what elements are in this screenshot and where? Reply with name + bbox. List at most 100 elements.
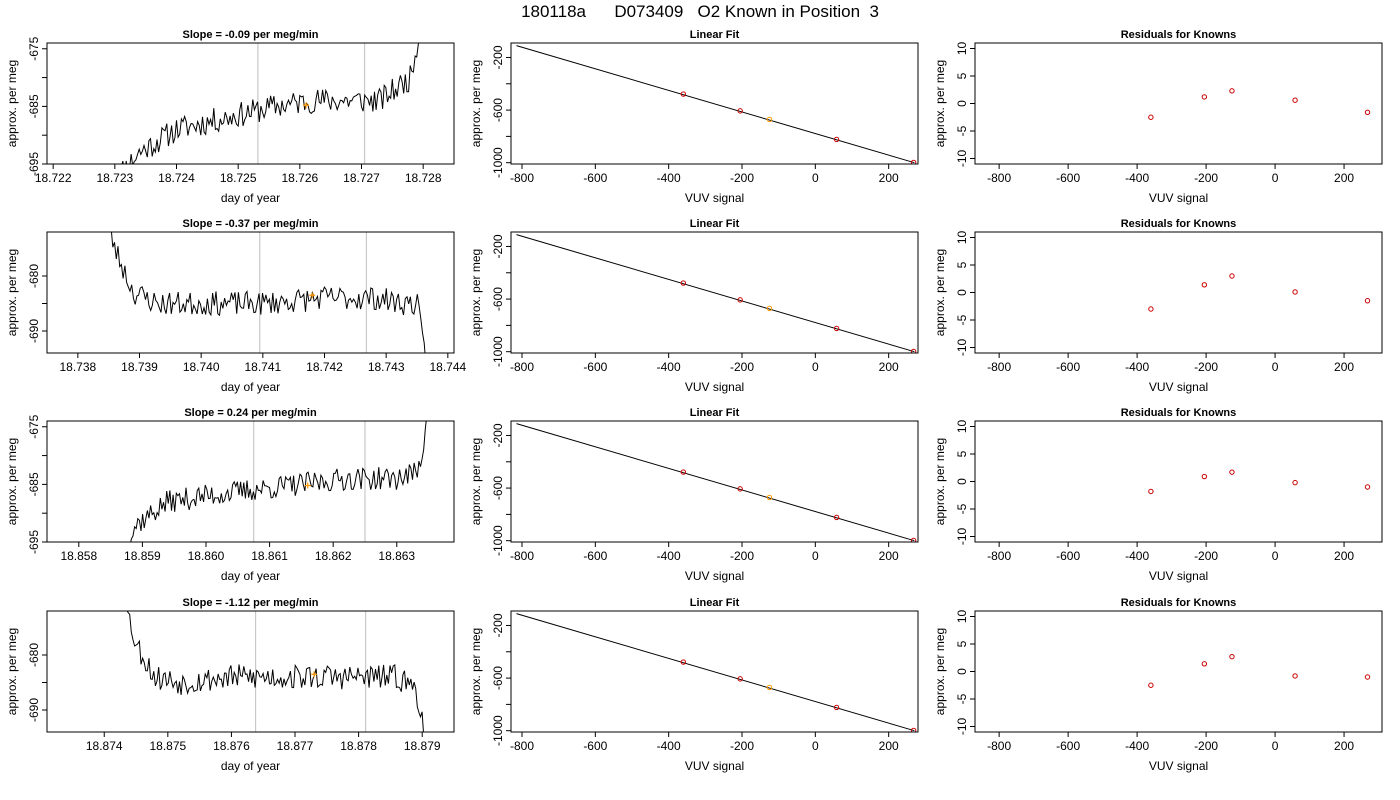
y-tick-label: 5 bbox=[955, 450, 969, 457]
plot-frame bbox=[46, 231, 455, 354]
panel-title: Slope = 0.24 per meg/min bbox=[184, 407, 317, 419]
x-axis-label: day of year bbox=[221, 759, 280, 773]
panel-title: Residuals for Knowns bbox=[1121, 218, 1237, 230]
x-tick-label: 18.743 bbox=[368, 360, 405, 374]
y-tick-label: -600 bbox=[491, 666, 505, 690]
plot-area bbox=[128, 421, 427, 542]
plot-frame bbox=[510, 231, 919, 354]
x-tick-label: -200 bbox=[730, 739, 754, 753]
y-axis-label: approx. per meg bbox=[933, 438, 947, 525]
data-point bbox=[910, 537, 917, 542]
y-tick-label: 10 bbox=[955, 420, 969, 434]
data-point bbox=[680, 469, 687, 475]
data-point bbox=[766, 684, 773, 691]
y-tick-label: -675 bbox=[27, 36, 41, 60]
data-point bbox=[1292, 97, 1298, 103]
x-tick-label: 200 bbox=[879, 549, 899, 563]
x-tick-label: 200 bbox=[1334, 171, 1354, 185]
data-point bbox=[1148, 114, 1154, 120]
data-point bbox=[766, 305, 773, 312]
x-tick-label: 200 bbox=[879, 360, 899, 374]
data-point bbox=[1364, 674, 1371, 680]
figure-title: 180118a D073409 O2 Known in Position 3 bbox=[521, 2, 879, 21]
y-tick-label: 10 bbox=[955, 42, 969, 56]
x-tick-label: 18.861 bbox=[251, 549, 288, 563]
y-tick-label: -690 bbox=[27, 698, 41, 722]
chart-panel-fit: Linear Fit -800 -600 -400 -200 0 200 -200 -600 -1… bbox=[469, 407, 919, 583]
plot-frame bbox=[510, 420, 919, 543]
y-tick-label: 0 bbox=[955, 668, 969, 675]
chart-panel-timeseries: Slope = 0.24 per meg/min 18.858 18.859 18.8… bbox=[5, 407, 455, 583]
x-tick-label: 200 bbox=[1334, 549, 1354, 563]
x-tick-label: 18.741 bbox=[244, 360, 281, 374]
x-tick-label: 200 bbox=[879, 739, 899, 753]
x-tick-label: -800 bbox=[987, 171, 1011, 185]
x-tick-label: -600 bbox=[1056, 360, 1080, 374]
y-tick-label: -685 bbox=[27, 472, 41, 496]
plot-area bbox=[110, 232, 426, 353]
data-point bbox=[1364, 109, 1371, 116]
y-axis-label: approx. per meg bbox=[469, 60, 483, 147]
chart-panel-fit: Linear Fit -800 -600 -400 -200 0 200 -200 -600 -1… bbox=[469, 597, 919, 773]
x-tick-label: 200 bbox=[879, 171, 899, 185]
chart-panel-residuals: Residuals for Knowns -800 -600 -400 -200 0 200… bbox=[933, 597, 1383, 773]
y-tick-label: -1000 bbox=[491, 147, 505, 178]
y-tick-label: -10 bbox=[955, 528, 969, 546]
x-tick-label: 18.859 bbox=[124, 549, 161, 563]
plot-frame bbox=[974, 231, 1383, 354]
x-axis-label: VUV signal bbox=[685, 759, 744, 773]
x-tick-label: 18.738 bbox=[59, 360, 96, 374]
y-axis-label: approx. per meg bbox=[933, 628, 947, 715]
y-axis-label: approx. per meg bbox=[5, 249, 19, 336]
plot-frame bbox=[974, 610, 1383, 733]
y-tick-label: 0 bbox=[955, 100, 969, 107]
data-point bbox=[1201, 94, 1208, 100]
data-point bbox=[1148, 488, 1154, 495]
plot-area bbox=[516, 423, 917, 542]
x-tick-label: -400 bbox=[1125, 549, 1149, 563]
data-point bbox=[1229, 88, 1235, 94]
panel-title: Linear Fit bbox=[690, 407, 740, 419]
y-tick-label: -5 bbox=[955, 125, 969, 136]
plot-area bbox=[1148, 469, 1371, 495]
plot-frame bbox=[974, 420, 1383, 543]
x-tick-label: 0 bbox=[812, 549, 819, 563]
chart-panel-residuals: Residuals for Knowns -800 -600 -400 -200 0 200… bbox=[933, 218, 1383, 394]
x-axis-label: day of year bbox=[221, 191, 280, 205]
x-axis-label: day of year bbox=[221, 380, 280, 394]
y-tick-label: 0 bbox=[955, 478, 969, 485]
y-tick-label: 10 bbox=[955, 610, 969, 624]
highlight-marker bbox=[311, 671, 318, 678]
data-point bbox=[680, 659, 687, 665]
y-tick-label: 0 bbox=[955, 289, 969, 296]
plot-frame bbox=[974, 42, 1383, 165]
x-tick-label: -400 bbox=[657, 360, 681, 374]
x-tick-label: -800 bbox=[510, 171, 534, 185]
x-tick-label: 0 bbox=[1272, 739, 1279, 753]
x-tick-label: 0 bbox=[1272, 360, 1279, 374]
x-tick-label: -200 bbox=[1194, 739, 1218, 753]
x-tick-label: -400 bbox=[657, 549, 681, 563]
data-point bbox=[910, 727, 917, 732]
data-point bbox=[766, 116, 773, 123]
x-tick-label: 18.875 bbox=[149, 739, 186, 753]
x-axis-label: VUV signal bbox=[685, 380, 744, 394]
panel-title: Slope = -1.12 per meg/min bbox=[182, 597, 318, 609]
x-tick-label: 18.723 bbox=[96, 171, 133, 185]
x-tick-label: 18.742 bbox=[306, 360, 343, 374]
x-tick-label: -600 bbox=[583, 360, 607, 374]
plot-frame bbox=[46, 420, 455, 543]
y-tick-label: -10 bbox=[955, 339, 969, 357]
x-tick-label: -200 bbox=[730, 549, 754, 563]
x-tick-label: 0 bbox=[812, 171, 819, 185]
y-tick-label: 5 bbox=[955, 72, 969, 79]
x-axis-label: VUV signal bbox=[685, 191, 744, 205]
y-tick-label: -200 bbox=[491, 45, 505, 69]
fit-line bbox=[516, 613, 915, 732]
x-tick-label: -600 bbox=[1056, 171, 1080, 185]
x-tick-label: -200 bbox=[730, 360, 754, 374]
x-tick-label: -600 bbox=[583, 739, 607, 753]
y-axis-label: approx. per meg bbox=[5, 438, 19, 525]
y-tick-label: -680 bbox=[27, 264, 41, 288]
x-tick-label: 18.739 bbox=[121, 360, 158, 374]
